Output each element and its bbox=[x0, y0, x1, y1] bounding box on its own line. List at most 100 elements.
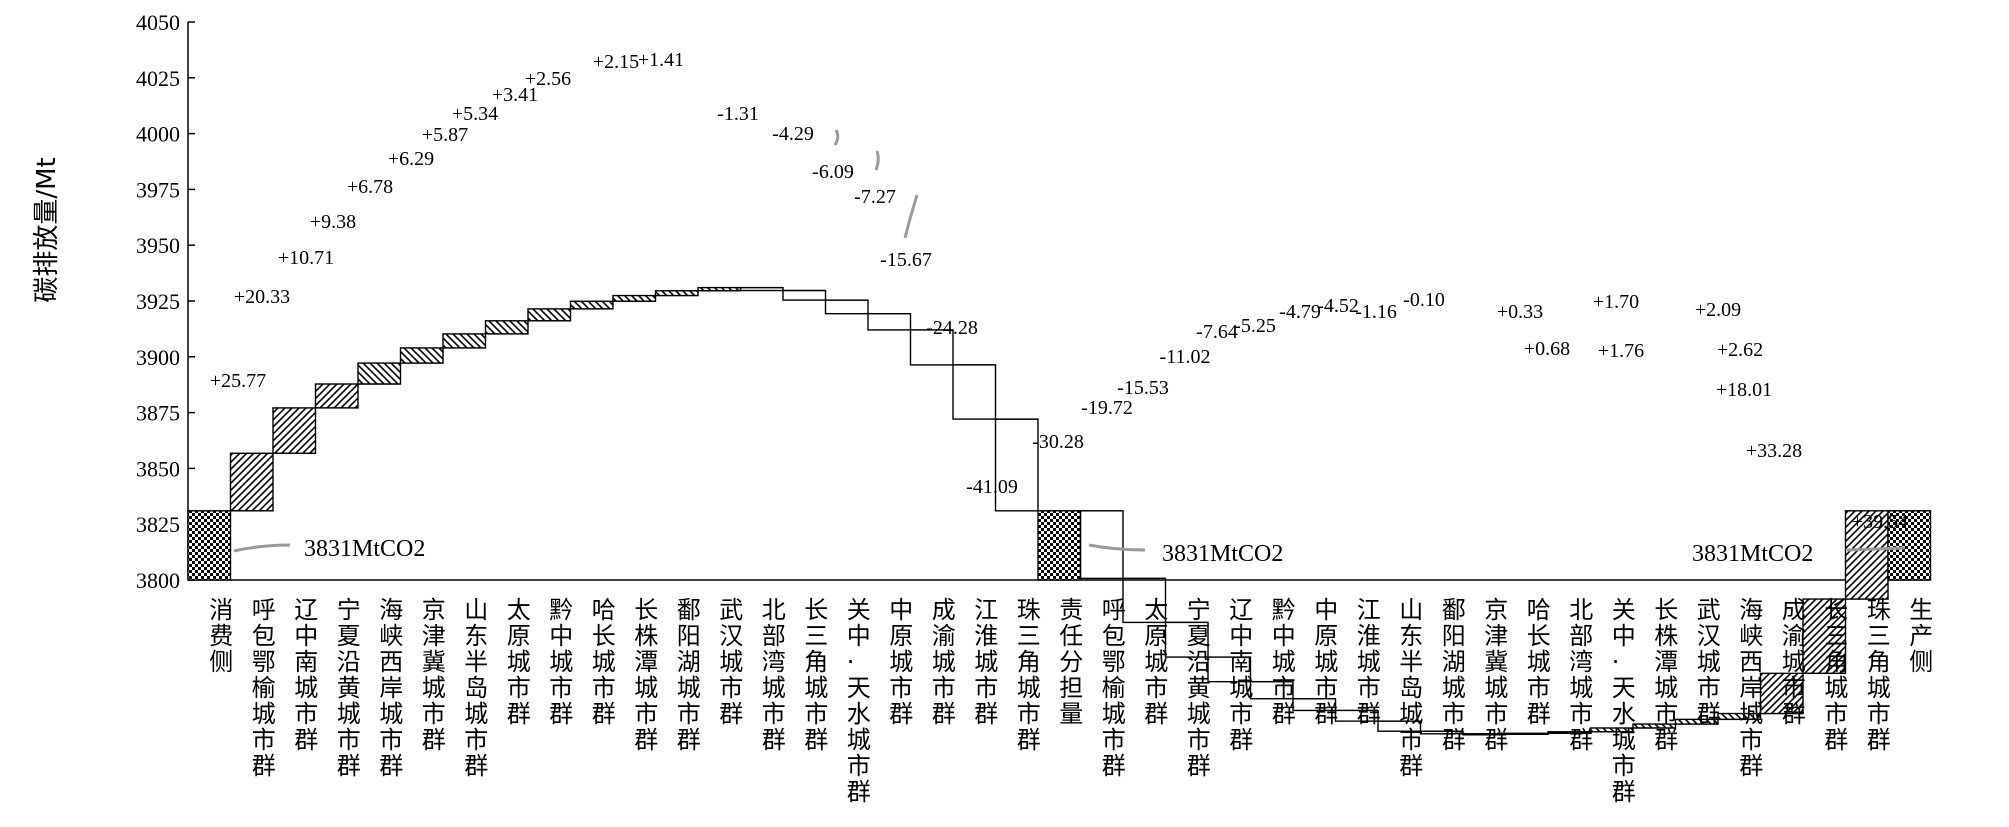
leader-line bbox=[903, 194, 919, 239]
category-label: 武汉城市群 bbox=[719, 596, 743, 728]
bar bbox=[527, 308, 572, 322]
value-label: +6.78 bbox=[347, 176, 393, 198]
category-label: 哈长城市群 bbox=[1527, 596, 1551, 728]
bar bbox=[229, 452, 274, 512]
category-label: 鄱阳湖城市群 bbox=[1442, 596, 1466, 754]
category-label: 呼包鄂榆城市群 bbox=[252, 596, 276, 780]
y-tick-label: 4050 bbox=[136, 10, 180, 35]
total-label: 3831MtCO2 bbox=[1692, 541, 1813, 567]
total-label: 3831MtCO2 bbox=[304, 536, 425, 562]
bar bbox=[484, 320, 529, 335]
category-label: 哈长城市群 bbox=[592, 596, 616, 728]
y-tick-label: 3875 bbox=[136, 401, 180, 426]
y-tick-label: 3900 bbox=[136, 345, 180, 370]
category-label: 辽中南城市群 bbox=[294, 596, 318, 754]
value-label: +1.70 bbox=[1593, 291, 1639, 313]
value-label: +39.54 bbox=[1852, 511, 1908, 533]
leader-lines-layer bbox=[233, 129, 1906, 553]
category-label: 中原城市群 bbox=[1314, 596, 1338, 728]
value-label: -15.67 bbox=[880, 249, 932, 271]
category-label: 鄱阳湖城市群 bbox=[677, 596, 701, 754]
category-label: 京津冀城市群 bbox=[1484, 596, 1508, 754]
category-label: 北部湾城市群 bbox=[762, 596, 786, 754]
value-label: +1.76 bbox=[1598, 340, 1644, 362]
value-label: +9.38 bbox=[310, 211, 356, 233]
y-tick-label: 3925 bbox=[136, 289, 180, 314]
y-tick-label: 3975 bbox=[136, 177, 180, 202]
category-label: 黔中城市群 bbox=[1272, 596, 1296, 728]
bar bbox=[612, 294, 657, 302]
y-axis: 3800 3825 3850 3875 3900 3925 3950 3975 4000 4025… bbox=[136, 10, 1931, 593]
leader-line bbox=[874, 150, 880, 171]
value-label: +2.56 bbox=[525, 68, 571, 90]
y-tick-label: 3825 bbox=[136, 512, 180, 537]
value-label: -5.25 bbox=[1234, 315, 1276, 337]
category-label: 山东半岛城市群 bbox=[464, 596, 488, 780]
total-label: 3831MtCO2 bbox=[1162, 541, 1283, 567]
bar bbox=[824, 299, 869, 315]
value-label: -7.64 bbox=[1196, 321, 1238, 343]
value-label: -4.29 bbox=[772, 123, 814, 145]
category-label: 武汉城市群 bbox=[1697, 596, 1721, 728]
category-label: 山东半岛城市群 bbox=[1399, 596, 1423, 780]
value-label: -19.72 bbox=[1081, 397, 1133, 419]
category-label: 生产侧 bbox=[1909, 596, 1933, 676]
y-tick-label: 3850 bbox=[136, 456, 180, 481]
bar bbox=[1079, 510, 1124, 580]
bar bbox=[654, 290, 699, 297]
value-label: +33.28 bbox=[1746, 440, 1802, 462]
value-label: +1.41 bbox=[638, 49, 684, 71]
category-label: 成渝城市群 bbox=[932, 596, 956, 728]
category-label: 长三角城市群 bbox=[804, 596, 828, 754]
value-label: -1.31 bbox=[717, 103, 759, 125]
value-label: +6.29 bbox=[388, 148, 434, 170]
category-label: 呼包鄂榆城市群 bbox=[1102, 596, 1126, 780]
bar bbox=[399, 347, 444, 364]
value-label: -6.09 bbox=[812, 161, 854, 183]
category-label: 珠三角城市群 bbox=[1867, 596, 1891, 754]
category-label: 江淮城市群 bbox=[1357, 596, 1381, 728]
y-tick-label: 3800 bbox=[136, 568, 180, 593]
category-label: 长株潭城市群 bbox=[1654, 596, 1678, 754]
category-label: 关中·天水城市群 bbox=[1612, 596, 1636, 806]
value-label: -1.16 bbox=[1355, 301, 1397, 323]
category-label: 辽中南城市群 bbox=[1229, 596, 1253, 754]
value-label: +3.41 bbox=[492, 84, 538, 106]
bar bbox=[357, 362, 402, 385]
bar bbox=[569, 300, 614, 310]
value-label: +0.68 bbox=[1524, 338, 1570, 360]
y-tick-label: 4025 bbox=[136, 66, 180, 91]
category-label: 京津冀城市群 bbox=[422, 596, 446, 754]
value-label: -41.09 bbox=[966, 476, 1018, 498]
value-label: -15.53 bbox=[1117, 377, 1169, 399]
bar bbox=[782, 289, 827, 301]
value-label: +25.77 bbox=[210, 370, 266, 392]
leader-line bbox=[233, 543, 291, 553]
category-label: 珠三角城市群 bbox=[1017, 596, 1041, 754]
y-axis-label: 碳排放量/Mt bbox=[32, 157, 62, 302]
value-label: +5.87 bbox=[422, 124, 468, 146]
category-label: 宁夏沿黄城市群 bbox=[337, 596, 361, 780]
bar bbox=[187, 510, 232, 581]
value-label: +20.33 bbox=[234, 286, 290, 308]
y-tick-label: 3950 bbox=[136, 233, 180, 258]
category-label: 长株潭城市群 bbox=[634, 596, 658, 754]
value-label: +2.15 bbox=[593, 51, 639, 73]
total-labels-layer: 3831MtCO2 3831MtCO2 3831MtCO2 bbox=[304, 536, 1813, 567]
value-label: +2.62 bbox=[1717, 339, 1763, 361]
category-label: 宁夏沿黄城市群 bbox=[1187, 596, 1211, 780]
value-label: -4.79 bbox=[1279, 301, 1321, 323]
category-label: 海峡西岸城市群 bbox=[379, 596, 403, 780]
value-label: -30.28 bbox=[1032, 431, 1084, 453]
bars-layer bbox=[187, 286, 1932, 736]
bar bbox=[314, 383, 359, 409]
value-label: +10.71 bbox=[278, 247, 334, 269]
y-tick-label: 4000 bbox=[136, 122, 180, 147]
category-label: 成渝城市群 bbox=[1782, 596, 1806, 728]
category-labels-layer: 消费侧呼包鄂榆城市群辽中南城市群宁夏沿黄城市群海峡西岸城市群京津冀城市群山东半岛… bbox=[209, 596, 1933, 806]
bar bbox=[442, 333, 487, 349]
bar bbox=[952, 364, 997, 420]
bar bbox=[867, 313, 912, 331]
category-label: 海峡西岸城市群 bbox=[1739, 596, 1763, 780]
